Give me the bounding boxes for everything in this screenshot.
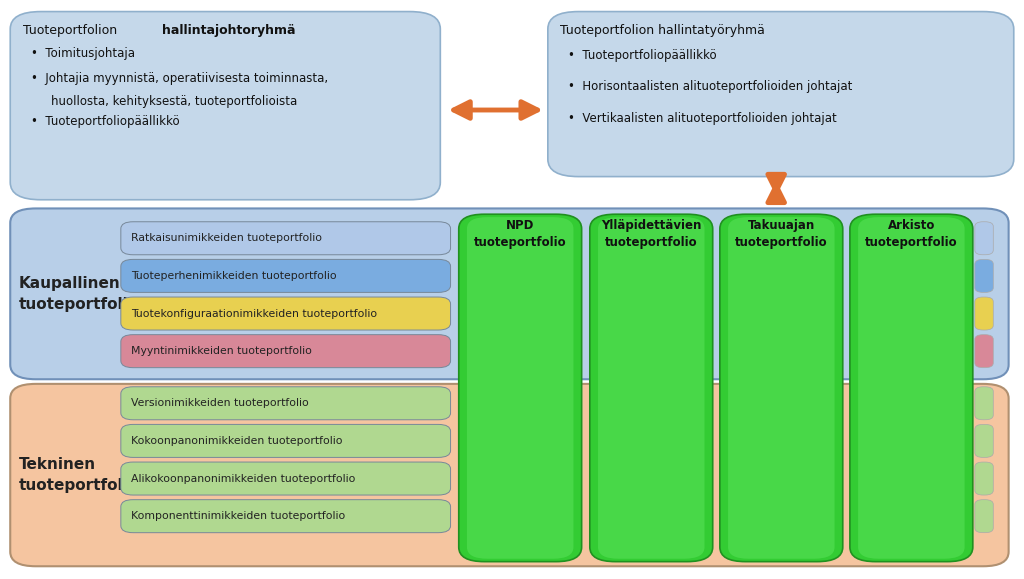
- FancyBboxPatch shape: [720, 214, 843, 562]
- FancyBboxPatch shape: [121, 335, 451, 368]
- FancyBboxPatch shape: [10, 12, 440, 200]
- FancyBboxPatch shape: [975, 500, 993, 533]
- FancyBboxPatch shape: [975, 259, 993, 292]
- FancyBboxPatch shape: [590, 214, 713, 562]
- FancyBboxPatch shape: [850, 214, 973, 562]
- Text: Arkisto
tuoteportfolio: Arkisto tuoteportfolio: [865, 219, 957, 249]
- Text: Kokoonpanonimikkeiden tuoteportfolio: Kokoonpanonimikkeiden tuoteportfolio: [131, 436, 343, 446]
- FancyBboxPatch shape: [467, 217, 573, 559]
- Text: Takuuajan
tuoteportfolio: Takuuajan tuoteportfolio: [735, 219, 827, 249]
- Text: Tekninen
tuoteportfolio: Tekninen tuoteportfolio: [18, 457, 138, 493]
- FancyBboxPatch shape: [459, 214, 582, 562]
- FancyBboxPatch shape: [121, 424, 451, 457]
- Text: •  Toimitusjohtaja: • Toimitusjohtaja: [31, 47, 135, 60]
- Text: Tuotekonfiguraationimikkeiden tuoteportfolio: Tuotekonfiguraationimikkeiden tuoteportf…: [131, 309, 377, 318]
- FancyBboxPatch shape: [121, 259, 451, 292]
- Text: huollosta, kehityksestä, tuoteportfolioista: huollosta, kehityksestä, tuoteportfolioi…: [51, 95, 297, 108]
- FancyBboxPatch shape: [121, 462, 451, 495]
- FancyBboxPatch shape: [10, 384, 1009, 566]
- Text: NPD
tuoteportfolio: NPD tuoteportfolio: [474, 219, 566, 249]
- Text: •  Tuoteportfoliopäällikkö: • Tuoteportfoliopäällikkö: [31, 115, 179, 128]
- FancyBboxPatch shape: [858, 217, 965, 559]
- Text: •  Horisontaalisten alituoteportfolioiden johtajat: • Horisontaalisten alituoteportfolioiden…: [568, 80, 853, 93]
- FancyBboxPatch shape: [975, 297, 993, 330]
- FancyBboxPatch shape: [975, 424, 993, 457]
- Text: •  Johtajia myynnistä, operatiivisesta toiminnasta,: • Johtajia myynnistä, operatiivisesta to…: [31, 72, 328, 85]
- FancyBboxPatch shape: [975, 387, 993, 420]
- Text: Tuoteportfolion: Tuoteportfolion: [23, 24, 125, 37]
- FancyBboxPatch shape: [975, 222, 993, 255]
- Text: Ylläpidettävien
tuoteportfolio: Ylläpidettävien tuoteportfolio: [601, 219, 701, 249]
- Text: Tuoteperhenimikkeiden tuoteportfolio: Tuoteperhenimikkeiden tuoteportfolio: [131, 271, 337, 281]
- Text: hallintajohtoryhmä: hallintajohtoryhmä: [162, 24, 295, 37]
- Text: •  Vertikaalisten alituoteportfolioiden johtajat: • Vertikaalisten alituoteportfolioiden j…: [568, 112, 837, 125]
- FancyBboxPatch shape: [121, 222, 451, 255]
- FancyBboxPatch shape: [728, 217, 835, 559]
- Text: Tuoteportfolion hallintatyöryhmä: Tuoteportfolion hallintatyöryhmä: [560, 24, 765, 37]
- Text: Komponenttinimikkeiden tuoteportfolio: Komponenttinimikkeiden tuoteportfolio: [131, 511, 345, 521]
- Text: Kaupallinen
tuoteportfolio: Kaupallinen tuoteportfolio: [18, 276, 138, 312]
- FancyBboxPatch shape: [121, 387, 451, 420]
- Text: Myyntinimikkeiden tuoteportfolio: Myyntinimikkeiden tuoteportfolio: [131, 346, 312, 356]
- FancyBboxPatch shape: [598, 217, 705, 559]
- FancyBboxPatch shape: [548, 12, 1014, 177]
- FancyBboxPatch shape: [975, 462, 993, 495]
- Text: •  Tuoteportfoliopäällikkö: • Tuoteportfoliopäällikkö: [568, 49, 717, 61]
- Text: Ratkaisunimikkeiden tuoteportfolio: Ratkaisunimikkeiden tuoteportfolio: [131, 233, 323, 243]
- FancyBboxPatch shape: [121, 297, 451, 330]
- Text: Versionimikkeiden tuoteportfolio: Versionimikkeiden tuoteportfolio: [131, 398, 309, 408]
- FancyBboxPatch shape: [975, 335, 993, 368]
- Text: Alikokoonpanonimikkeiden tuoteportfolio: Alikokoonpanonimikkeiden tuoteportfolio: [131, 474, 355, 483]
- FancyBboxPatch shape: [10, 208, 1009, 379]
- FancyBboxPatch shape: [121, 500, 451, 533]
